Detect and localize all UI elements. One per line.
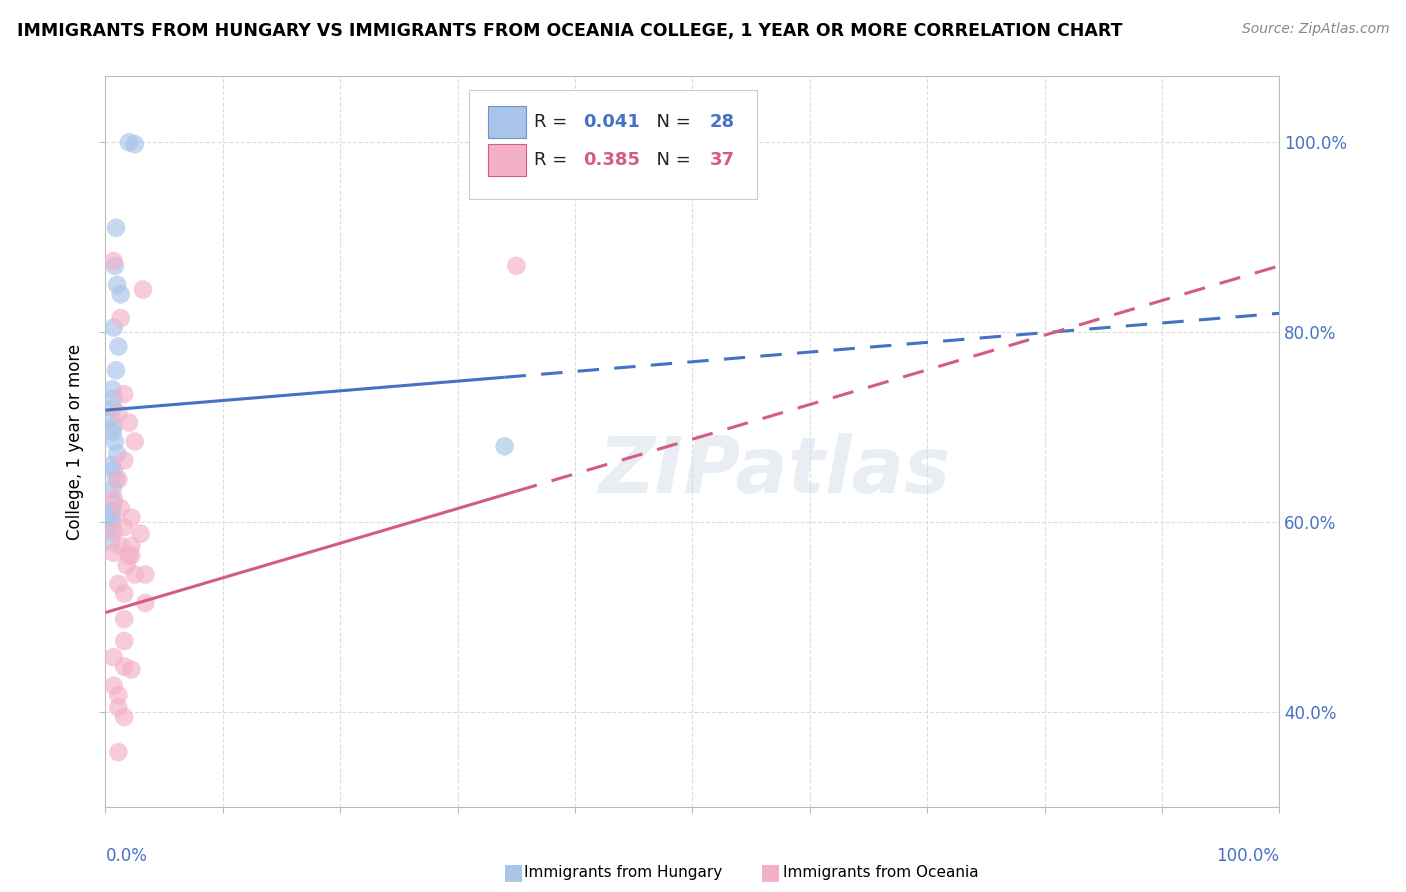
- Text: Source: ZipAtlas.com: Source: ZipAtlas.com: [1241, 22, 1389, 37]
- Point: [110, 287, 132, 301]
- Point: [107, 340, 129, 354]
- Point: [101, 401, 124, 416]
- Text: Immigrants from Oceania: Immigrants from Oceania: [783, 865, 979, 880]
- Point: [112, 453, 135, 467]
- Point: [105, 277, 128, 292]
- Point: [107, 700, 129, 714]
- Point: [103, 320, 125, 334]
- Point: [107, 577, 129, 591]
- Point: [100, 458, 122, 473]
- Text: R =: R =: [534, 113, 571, 131]
- Point: [105, 363, 128, 377]
- Point: [103, 254, 125, 268]
- Point: [120, 549, 142, 563]
- Text: N =: N =: [645, 151, 695, 169]
- Point: [134, 567, 156, 582]
- Text: N =: N =: [645, 113, 695, 131]
- Text: ■: ■: [761, 863, 780, 882]
- Point: [112, 586, 135, 600]
- Point: [132, 283, 155, 297]
- Point: [103, 392, 125, 406]
- Text: 100.0%: 100.0%: [1216, 847, 1279, 865]
- Point: [103, 524, 125, 539]
- Point: [110, 311, 132, 326]
- Point: [105, 220, 128, 235]
- Point: [103, 679, 125, 693]
- Text: Immigrants from Hungary: Immigrants from Hungary: [524, 865, 723, 880]
- Point: [100, 510, 122, 524]
- Point: [101, 425, 124, 439]
- Text: 0.385: 0.385: [583, 151, 640, 169]
- Point: [100, 523, 122, 537]
- Point: [118, 549, 141, 563]
- Text: 28: 28: [710, 113, 735, 131]
- Point: [110, 539, 132, 553]
- Point: [100, 534, 122, 549]
- Point: [124, 567, 146, 582]
- Point: [101, 382, 124, 396]
- Point: [112, 659, 135, 673]
- Point: [103, 546, 125, 560]
- Point: [101, 482, 124, 496]
- Text: IMMIGRANTS FROM HUNGARY VS IMMIGRANTS FROM OCEANIA COLLEGE, 1 YEAR OR MORE CORRE: IMMIGRANTS FROM HUNGARY VS IMMIGRANTS FR…: [17, 22, 1122, 40]
- Point: [112, 634, 135, 648]
- Point: [104, 259, 127, 273]
- FancyBboxPatch shape: [488, 144, 526, 176]
- Y-axis label: College, 1 year or more: College, 1 year or more: [66, 343, 84, 540]
- Point: [120, 539, 142, 553]
- Point: [112, 520, 135, 534]
- Point: [118, 416, 141, 430]
- Text: ZIPatlas: ZIPatlas: [599, 433, 950, 508]
- FancyBboxPatch shape: [470, 90, 756, 199]
- Point: [110, 501, 132, 516]
- Text: 37: 37: [710, 151, 735, 169]
- Point: [134, 596, 156, 610]
- Point: [104, 434, 127, 449]
- Text: 0.041: 0.041: [583, 113, 640, 131]
- Point: [112, 387, 135, 401]
- Point: [103, 496, 125, 510]
- Point: [120, 510, 142, 524]
- Point: [118, 136, 141, 150]
- Point: [124, 137, 146, 152]
- Point: [115, 558, 138, 572]
- Point: [112, 710, 135, 724]
- Point: [107, 745, 129, 759]
- Point: [105, 447, 128, 461]
- Point: [124, 434, 146, 449]
- Text: ■: ■: [503, 863, 523, 882]
- Point: [103, 650, 125, 665]
- Point: [105, 473, 128, 487]
- Point: [112, 612, 135, 626]
- FancyBboxPatch shape: [488, 106, 526, 138]
- Point: [100, 410, 122, 425]
- Text: R =: R =: [534, 151, 571, 169]
- Point: [103, 491, 125, 506]
- Point: [120, 663, 142, 677]
- Point: [494, 439, 516, 453]
- Point: [107, 688, 129, 702]
- Point: [103, 463, 125, 477]
- Point: [505, 259, 527, 273]
- Point: [107, 473, 129, 487]
- Point: [129, 526, 152, 541]
- Point: [107, 406, 129, 420]
- Point: [101, 504, 124, 518]
- Point: [103, 420, 125, 434]
- Text: 0.0%: 0.0%: [105, 847, 148, 865]
- Point: [101, 516, 124, 530]
